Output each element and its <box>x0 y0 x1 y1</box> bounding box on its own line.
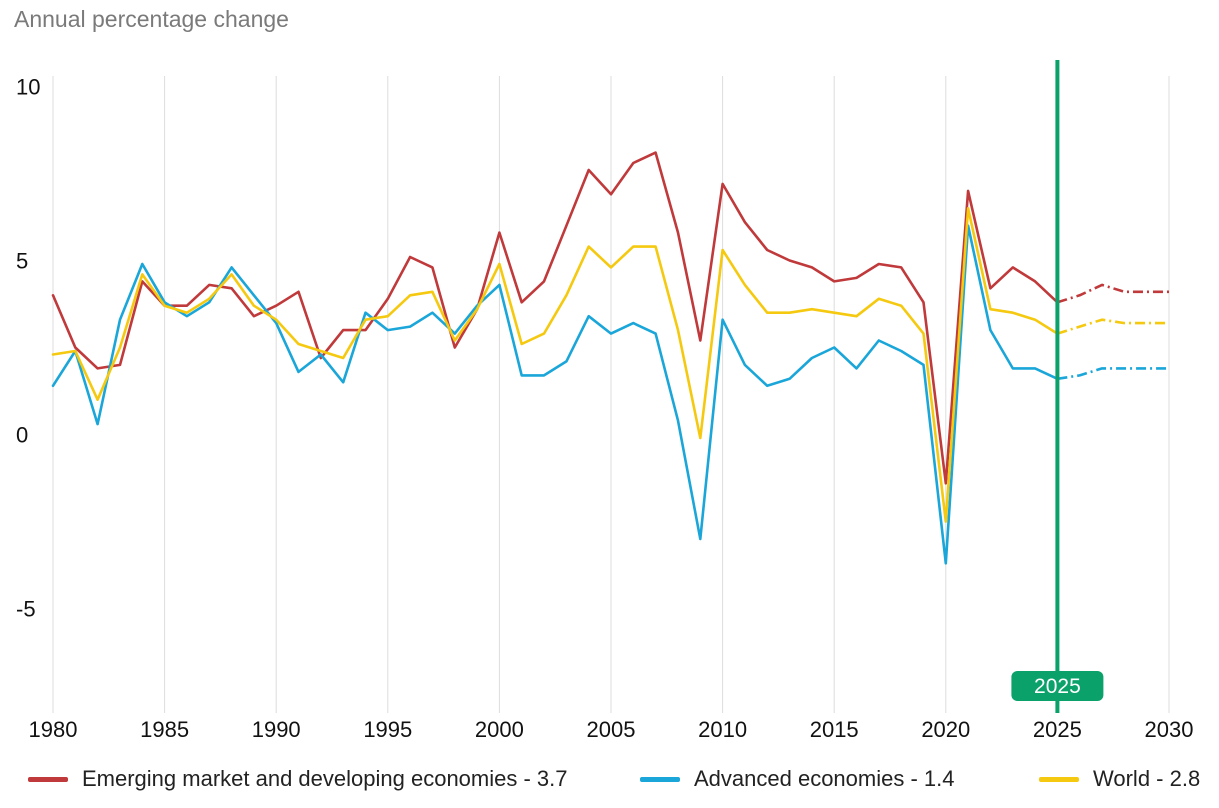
legend-item-world[interactable]: World - 2.8 <box>1039 766 1200 792</box>
series-line-2 <box>51 207 1059 523</box>
legend-swatch-advanced <box>640 776 680 782</box>
x-tick-label-1985: 1985 <box>140 717 189 742</box>
series-projection-line-0 <box>1057 283 1169 304</box>
x-tick-label-2025: 2025 <box>1033 717 1082 742</box>
series-line-0 <box>51 151 1059 485</box>
projection-marker-label: 2025 <box>1034 675 1081 698</box>
y-axis-title: Annual percentage change <box>14 6 289 32</box>
y-tick-label-3: -5 <box>16 597 36 622</box>
y-tick-label-1: 5 <box>16 248 28 273</box>
x-tick-label-2000: 2000 <box>475 717 524 742</box>
x-tick-label-2005: 2005 <box>587 717 636 742</box>
series-projection-line-2 <box>1057 318 1169 335</box>
x-tick-label-1995: 1995 <box>363 717 412 742</box>
legend-label-emerging: Emerging market and developing economies… <box>82 766 568 791</box>
legend-swatch-emerging <box>28 776 68 782</box>
y-tick-label-2: 0 <box>16 423 28 448</box>
series-projection-line-1 <box>1057 367 1169 381</box>
legend-swatch-world <box>1039 776 1079 782</box>
y-tick-label-0: 10 <box>16 74 40 99</box>
x-tick-label-2030: 2030 <box>1145 717 1194 742</box>
legend-label-advanced: Advanced economies - 1.4 <box>694 766 955 791</box>
legend-label-world: World - 2.8 <box>1093 766 1201 791</box>
legend-item-advanced[interactable]: Advanced economies - 1.4 <box>640 766 955 792</box>
x-tick-label-2020: 2020 <box>921 717 970 742</box>
x-tick-label-1980: 1980 <box>29 717 78 742</box>
projection-marker-badge <box>1011 671 1104 701</box>
x-tick-label-1990: 1990 <box>252 717 301 742</box>
legend-item-emerging[interactable]: Emerging market and developing economies… <box>28 766 568 792</box>
x-tick-label-2010: 2010 <box>698 717 747 742</box>
x-tick-label-2015: 2015 <box>810 717 859 742</box>
legend: Emerging market and developing economies… <box>0 766 1219 800</box>
